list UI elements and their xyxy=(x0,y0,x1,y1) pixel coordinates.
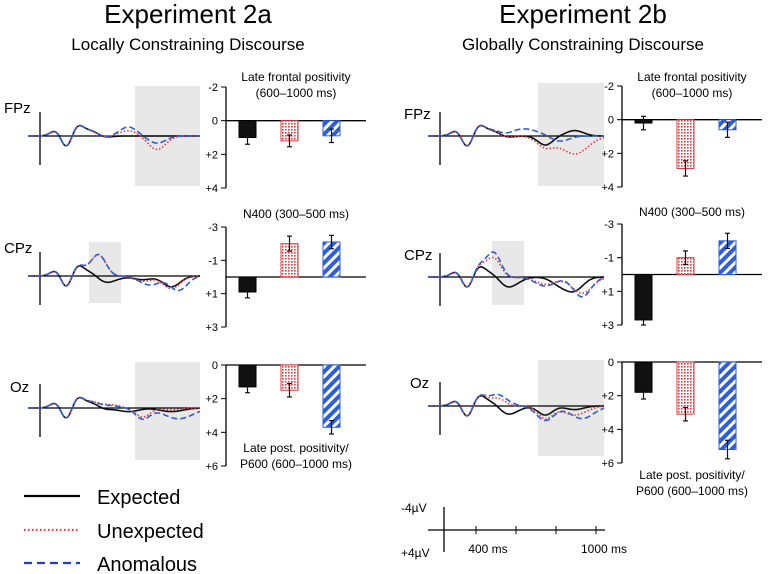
erp-trace-2b-fpz-anomalous xyxy=(428,124,604,147)
erp-trace-2a-oz-anomalous xyxy=(28,396,201,421)
bar-tick-label-2a-oz: 0 xyxy=(212,360,218,372)
title-exp2a: Experiment 2a xyxy=(104,0,272,29)
bar-2b-oz-anomalous xyxy=(718,361,737,451)
bar-tick-label-2a-oz: +6 xyxy=(205,461,218,473)
bar-chart-2a-oz: 0 +2 +4 +6 Late post. positivity/P600 (600–1… xyxy=(205,360,366,473)
erp-panel-2b-fpz xyxy=(428,83,605,186)
bar-tick-label-2a-oz: +2 xyxy=(205,394,218,406)
electrode-label-oz-2a: Oz xyxy=(10,379,29,396)
erp-panel-2a-cpz xyxy=(28,242,201,305)
subtitle-exp2b: Globally Constraining Discourse xyxy=(462,35,704,54)
scale-bar: -4µV +4µV 400 ms 1000 ms xyxy=(401,501,627,560)
bar-tick-label-2a-cpz: -1 xyxy=(208,255,218,267)
bar-chart-2a-fpz: -2 0 +2 +4 Late frontal positivity (600–1000 … xyxy=(205,70,366,195)
bar-title-2a-oz: P600 (600–1000 ms) xyxy=(240,457,352,471)
bar-title-2b-oz: P600 (600–1000 ms) xyxy=(636,484,748,498)
scale-label-1000ms: 1000 ms xyxy=(581,542,627,556)
bar-2b-cpz-expected xyxy=(634,274,653,321)
bar-tick-label-2b-fpz: +2 xyxy=(601,148,614,160)
electrode-label-cpz-2a: CPz xyxy=(4,240,32,257)
bar-title-2b-cpz: N400 (300–500 ms) xyxy=(639,205,745,219)
bar-tick-label-2b-cpz: -3 xyxy=(604,219,614,231)
bar-title-2a-fpz: Late frontal positivity xyxy=(241,70,350,84)
electrode-label-cpz-2b: CPz xyxy=(404,247,432,264)
bar-chart-2a-cpz: -3 -1 +1 +3 N400 (300–500 ms) xyxy=(205,207,366,334)
bar-2b-oz-unexpected xyxy=(676,361,695,415)
electrode-label-fpz-2a: FPz xyxy=(4,100,31,117)
bar-tick-label-2a-fpz: +2 xyxy=(205,149,218,161)
scale-label-400ms: 400 ms xyxy=(468,542,507,556)
bar-tick-label-2b-oz: 0 xyxy=(608,357,614,369)
legend-label-anomalous: Anomalous xyxy=(97,554,197,574)
bar-tick-label-2a-fpz: -2 xyxy=(208,82,218,94)
analysis-window-2a-cpz xyxy=(89,242,121,303)
bar-title-2b-fpz: Late frontal positivity xyxy=(637,70,746,84)
erp-panel-2b-oz xyxy=(428,360,605,456)
bar-tick-label-2b-fpz: +4 xyxy=(601,182,614,194)
bar-tick-label-2a-fpz: 0 xyxy=(212,116,218,128)
erp-trace-2a-fpz-unexpected xyxy=(28,124,200,151)
legend-label-unexpected: Unexpected xyxy=(97,521,204,543)
legend: Expected Unexpected Anomalous xyxy=(24,487,204,574)
erp-trace-2b-oz-unexpected xyxy=(428,394,605,420)
subtitle-exp2a: Locally Constraining Discourse xyxy=(71,35,304,54)
bar-tick-label-2b-oz: +2 xyxy=(601,391,614,403)
bar-title-2a-cpz: N400 (300–500 ms) xyxy=(243,207,349,221)
erp-panel-2a-oz xyxy=(28,362,201,460)
scale-label-bottom: +4µV xyxy=(401,546,430,560)
bar-tick-label-2a-oz: +4 xyxy=(205,427,218,439)
bar-title-2a-fpz: (600–1000 ms) xyxy=(256,86,337,100)
bar-2a-oz-anomalous xyxy=(322,364,341,428)
bar-chart-2b-cpz: -3 -1 +1 +3 N400 (300–500 ms) xyxy=(601,205,762,332)
bar-tick-label-2a-fpz: +4 xyxy=(205,183,218,195)
analysis-window-2b-fpz xyxy=(538,83,604,186)
bar-tick-label-2a-cpz: -3 xyxy=(208,222,218,234)
erp-trace-2a-fpz-anomalous xyxy=(28,124,200,147)
bar-tick-label-2b-cpz: +3 xyxy=(601,320,614,332)
analysis-window-2b-cpz xyxy=(492,241,524,305)
bar-tick-label-2b-cpz: +1 xyxy=(601,286,614,298)
scale-label-top: -4µV xyxy=(401,501,427,515)
electrode-label-oz-2b: Oz xyxy=(410,375,429,392)
analysis-window-2b-oz xyxy=(538,360,604,456)
bar-tick-label-2b-cpz: -1 xyxy=(604,253,614,265)
erp-trace-2b-cpz-anomalous xyxy=(428,251,605,298)
bar-tick-label-2a-cpz: +1 xyxy=(205,289,218,301)
legend-label-expected: Expected xyxy=(97,487,180,509)
erp-trace-2a-oz-unexpected xyxy=(28,396,200,419)
erp-trace-2a-cpz-anomalous xyxy=(28,253,201,292)
bar-chart-2b-oz: 0 +2 +4 +6 Late post. positivity/P600 (600–1… xyxy=(601,357,762,498)
bar-tick-label-2b-fpz: 0 xyxy=(608,115,614,127)
bar-tick-label-2b-fpz: -2 xyxy=(604,81,614,93)
title-exp2b: Experiment 2b xyxy=(499,0,667,29)
bar-tick-label-2b-oz: +6 xyxy=(601,458,614,470)
erp-waveforms xyxy=(28,83,605,460)
bar-title-2b-oz: Late post. positivity/ xyxy=(639,468,745,482)
bar-tick-label-2a-cpz: +3 xyxy=(205,322,218,334)
bar-title-2b-fpz: (600–1000 ms) xyxy=(652,86,733,100)
bar-title-2a-oz: Late post. positivity/ xyxy=(243,441,349,455)
erp-trace-2b-oz-anomalous xyxy=(428,393,605,422)
bar-chart-2b-fpz: -2 0 +2 +4 Late frontal positivity (600–1000 … xyxy=(601,70,762,194)
erp-panel-2b-cpz xyxy=(428,241,605,306)
bar-charts: -2 0 +2 +4 Late frontal positivity (600–1000 … xyxy=(205,70,762,498)
electrode-label-fpz-2b: FPz xyxy=(404,106,431,123)
erp-panel-2a-fpz xyxy=(28,86,200,186)
bar-tick-label-2b-oz: +4 xyxy=(601,424,614,436)
